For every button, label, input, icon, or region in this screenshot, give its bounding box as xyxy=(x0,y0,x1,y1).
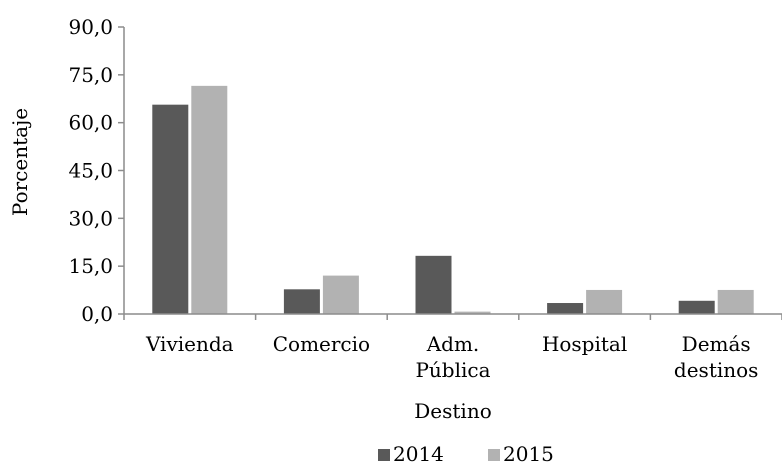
y-axis: 0,0 15,0 30,0 45,0 60,0 75,0 90,0 xyxy=(68,15,125,326)
bar xyxy=(151,103,190,315)
bar xyxy=(321,274,360,315)
x-axis: Vivienda Comercio Adm.Pública Hospital Demás… xyxy=(123,313,782,382)
y-tick-label: 0,0 xyxy=(81,302,113,326)
y-tick-label: 30,0 xyxy=(68,206,113,230)
y-tick-label: 15,0 xyxy=(68,254,113,278)
bar xyxy=(585,288,624,315)
y-tick-label: 60,0 xyxy=(68,111,113,135)
bar xyxy=(414,254,453,315)
bar xyxy=(282,288,321,315)
x-tick-label: destinos xyxy=(674,358,759,382)
y-tick-label: 45,0 xyxy=(68,159,113,183)
bars xyxy=(151,84,755,315)
y-tick-label: 75,0 xyxy=(68,63,113,87)
x-tick-label: Demás xyxy=(682,332,751,356)
y-axis-title: Porcentaje xyxy=(8,108,32,216)
x-tick-label: Pública xyxy=(415,358,490,382)
legend-label: 2015 xyxy=(503,442,554,465)
legend-swatch xyxy=(378,449,390,461)
bar xyxy=(677,299,716,315)
bar xyxy=(716,288,755,315)
legend-swatch xyxy=(488,449,500,461)
legend-label: 2014 xyxy=(393,442,444,465)
bar xyxy=(190,84,229,315)
x-axis-title: Destino xyxy=(414,399,492,423)
legend: 2014 2015 xyxy=(378,442,554,465)
bar xyxy=(546,302,585,315)
x-tick-label: Adm. xyxy=(426,332,480,356)
x-tick-label: Hospital xyxy=(542,332,627,356)
y-tick-label: 90,0 xyxy=(68,15,113,39)
x-tick-label: Comercio xyxy=(273,332,370,356)
x-tick-label: Vivienda xyxy=(145,332,234,356)
